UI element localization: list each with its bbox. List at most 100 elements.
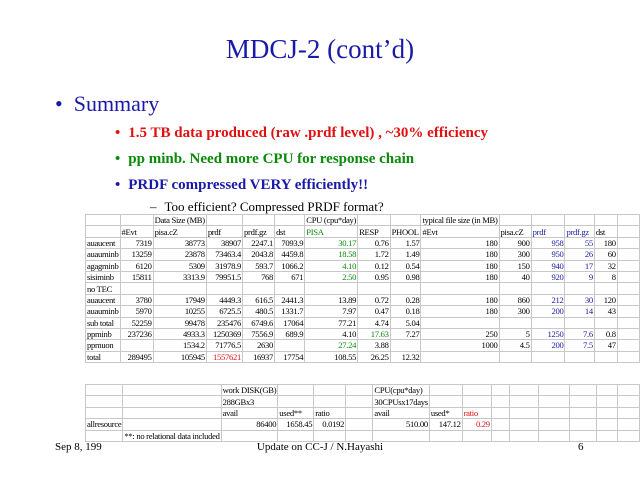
table-cell: 3.88 — [357, 339, 391, 352]
table-cell: 71776.5 — [205, 339, 244, 352]
table-cell — [122, 406, 222, 420]
table-cell — [242, 213, 276, 227]
table-row: ppminb 237236 4933.3 1250369 7556.9 689.9 4.10… — [85, 327, 640, 341]
table-cell: 1250 — [530, 327, 566, 341]
table-cell: 200 — [530, 339, 566, 352]
table-cell: 180 — [420, 270, 500, 284]
table-cell: 7556.9 — [242, 327, 276, 341]
table-cell — [537, 383, 571, 397]
table-cell — [498, 350, 532, 364]
table-cell: 17064 — [274, 316, 306, 329]
table-cell — [569, 406, 597, 420]
table-cell — [313, 383, 347, 397]
table-cell — [119, 282, 154, 295]
table-cell: 1.72 — [357, 248, 391, 261]
table-cell: 17754 — [274, 350, 306, 364]
table-cell: 79951.5 — [205, 270, 244, 284]
table-cell: Data Size (MB) — [152, 213, 207, 227]
table-cell: 288GBx3 — [220, 395, 279, 408]
table-cell — [564, 282, 595, 295]
table-cell: 300 — [498, 305, 532, 318]
table-cell: 480.5 — [242, 305, 276, 318]
table-cell — [205, 213, 244, 227]
table-cell: 43 — [593, 305, 618, 318]
table-cell: typical file size (in MB) — [420, 213, 500, 227]
table-cell: 1331.7 — [274, 305, 306, 318]
table-cell: 6120 — [119, 259, 154, 272]
table-cell: 120 — [593, 293, 618, 307]
table-cell: 60 — [593, 248, 618, 261]
sub-bullet: Too efficient? Compressed PRDF format? — [150, 199, 384, 215]
footer-center: Update on CC-J / N.Hayashi — [256, 441, 384, 453]
table-cell: agagminb — [85, 259, 121, 272]
table-cell: 12.32 — [389, 350, 422, 364]
table-row: ppmuon 1534.2 71776.5 2630 27.24 3.88 1000 4.5 2… — [85, 339, 640, 352]
table-cell: 2.50 — [304, 270, 359, 284]
table-cell: 1557621 — [205, 350, 244, 364]
table-cell: 289495 — [119, 350, 154, 364]
table-cell — [616, 236, 640, 250]
table-cell: 920 — [530, 270, 566, 284]
table-cell — [357, 213, 391, 227]
table-row: auaucent 7319 38773 38907 2247.1 7093.9 30.17 0… — [85, 236, 640, 250]
table-cell — [490, 406, 510, 420]
table-cell — [537, 418, 571, 431]
table-cell: 860 — [498, 293, 532, 307]
table-cell — [122, 395, 222, 408]
table-row: total 289495 105945 1557621 16937 17754 108.55… — [85, 350, 640, 364]
table-cell: 900 — [498, 236, 532, 250]
table-cell — [616, 225, 640, 238]
table-cell — [593, 316, 618, 329]
table-cell: 13259 — [119, 248, 154, 261]
table-cell: ratio — [313, 406, 347, 420]
table-cell: 14 — [564, 305, 595, 318]
table-cell: prdf — [530, 225, 566, 238]
table-cell: 18.58 — [304, 248, 359, 261]
table-cell: 5309 — [152, 259, 207, 272]
table-cell: 2043.8 — [242, 248, 276, 261]
table-cell — [461, 429, 492, 442]
table-cell: allresource — [84, 418, 124, 431]
table-cell — [122, 383, 222, 397]
table-cell: 6749.6 — [242, 316, 276, 329]
table-row: agagminb 6120 5309 31978.9 593.7 1066.2 4.10 0.… — [85, 259, 640, 272]
table-cell — [313, 429, 347, 442]
table-row: avail used** ratio avail used* ratio — [84, 406, 640, 420]
table-cell — [530, 213, 566, 227]
table-cell: 5.04 — [389, 316, 422, 329]
table-cell — [616, 327, 640, 341]
table-cell: #Evt — [119, 225, 154, 238]
table-cell — [85, 225, 121, 238]
table-cell — [616, 316, 640, 329]
table-cell — [313, 395, 347, 408]
data-table: Data Size (MB) CPU (cpu*day) typical file … — [85, 213, 640, 364]
table-cell: 1250369 — [205, 327, 244, 341]
table-cell — [508, 406, 539, 420]
table-row: no TEC — [85, 282, 640, 295]
table-cell: 0.98 — [389, 270, 422, 284]
table-cell: 768 — [242, 270, 276, 284]
table-cell: prdf.gz — [242, 225, 276, 238]
table-cell: 150 — [498, 259, 532, 272]
table-cell — [428, 429, 463, 442]
table-cell: 30CPUsx17days — [372, 395, 430, 408]
table-cell — [616, 282, 640, 295]
table-cell — [84, 406, 124, 420]
table-cell: ppminb — [85, 327, 121, 341]
table-cell — [530, 350, 566, 364]
table-cell: CPU (cpu*day) — [304, 213, 359, 227]
table-row: allresource 86400 1658.45 0.0192 510.00 147.1… — [84, 418, 640, 431]
table-cell: dst — [274, 225, 306, 238]
table-cell: 235476 — [205, 316, 244, 329]
table-row: auaucent 3780 17949 4449.3 616.5 2441.3 13.89 0… — [85, 293, 640, 307]
table-cell: 4.5 — [498, 339, 532, 352]
table-cell — [85, 213, 121, 227]
table-cell — [357, 282, 391, 295]
table-cell: prdf.gz — [564, 225, 595, 238]
table-cell — [537, 395, 571, 408]
footer-date: Sep 8, 199 — [55, 441, 102, 453]
table-cell: 9 — [564, 270, 595, 284]
table-cell: 7093.9 — [274, 236, 306, 250]
table-cell: 108.55 — [304, 350, 359, 364]
table-row: auauminb 13259 23878 73463.4 2043.8 4459.8 18.… — [85, 248, 640, 261]
